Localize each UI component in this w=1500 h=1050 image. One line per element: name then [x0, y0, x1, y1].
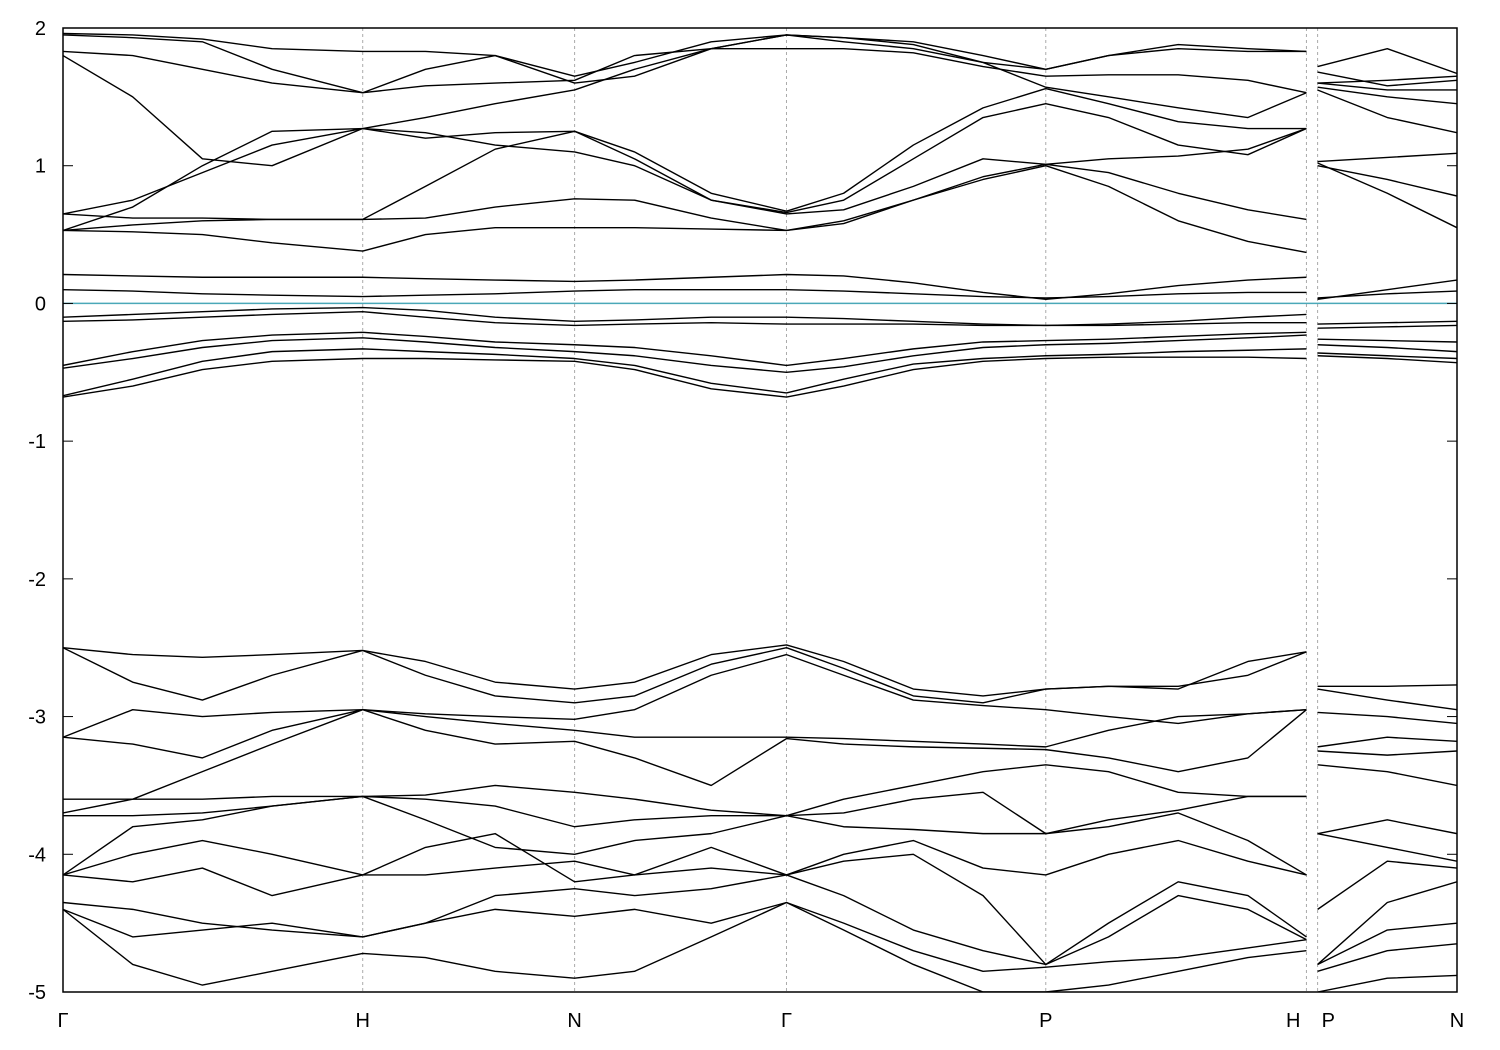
band-line: [63, 764, 1457, 817]
band-line: [63, 839, 1457, 910]
band-line: [63, 355, 1457, 398]
band-line: [63, 653, 1457, 738]
band-line: [63, 127, 1457, 221]
band-line: [63, 708, 1457, 814]
band-line: [63, 901, 1457, 992]
y-tick-label: -3: [28, 707, 46, 729]
y-tick-label: -2: [28, 569, 46, 591]
y-tick-label: 2: [35, 18, 46, 40]
band-line: [63, 310, 1457, 329]
band-line: [63, 874, 1457, 966]
band-line: [63, 331, 1457, 367]
x-tick-label: H: [1286, 1010, 1300, 1032]
band-line: [63, 901, 1457, 973]
band-line: [63, 334, 1457, 373]
plot-area: [63, 32, 1457, 992]
band-line: [63, 288, 1457, 299]
band-line: [63, 348, 1457, 397]
x-tick-label: P: [1322, 1010, 1335, 1032]
x-tick-label: Γ: [57, 1010, 68, 1032]
band-line: [63, 708, 1457, 759]
y-tick-label: 1: [35, 156, 46, 178]
band-line: [63, 795, 1457, 876]
band-line: [63, 32, 1457, 84]
axes: 210-1-2-3-4-5Γ H N Γ P H P N: [28, 18, 1464, 1032]
band-line: [63, 832, 1457, 966]
band-line: [63, 791, 1457, 835]
grid: [62, 28, 1458, 992]
band-line: [63, 162, 1457, 254]
x-tick-label: P: [1039, 1010, 1052, 1032]
band-line: [63, 306, 1457, 327]
x-tick-label: N: [1450, 1010, 1464, 1032]
y-tick-label: -1: [28, 431, 46, 453]
x-tick-label: H: [355, 1010, 369, 1032]
band-line: [63, 647, 1457, 711]
band-line: [63, 163, 1457, 232]
band-line: [63, 89, 1457, 215]
band-line: [63, 86, 1457, 232]
y-tick-label: 0: [35, 293, 46, 315]
band-line: [63, 34, 1457, 94]
y-tick-label: -5: [28, 982, 46, 1004]
band-line: [63, 34, 1457, 167]
band-line: [63, 644, 1457, 697]
y-tick-label: -4: [28, 844, 46, 866]
x-tick-label: N: [567, 1010, 581, 1032]
plot-frame: [62, 27, 1458, 993]
band-line: [63, 47, 1457, 94]
x-tick-label: Γ: [781, 1010, 792, 1032]
